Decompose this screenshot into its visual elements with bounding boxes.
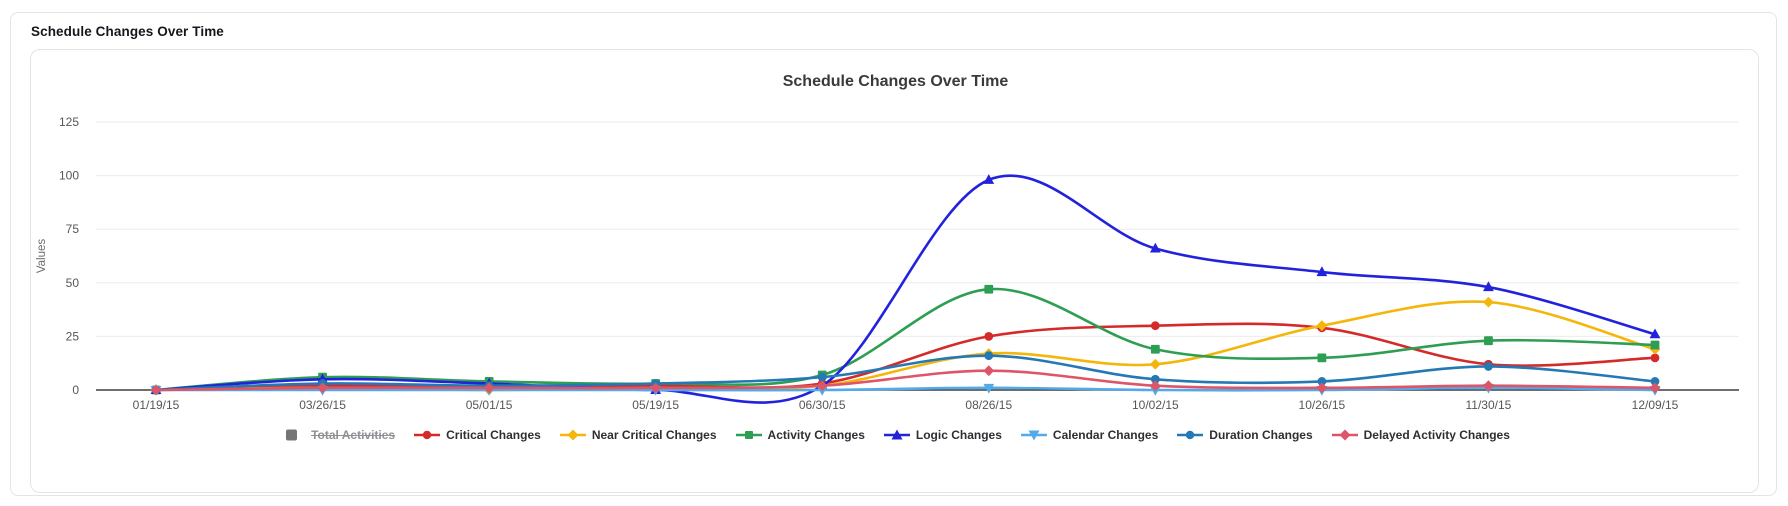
data-point-marker bbox=[1483, 380, 1494, 392]
chart-text: 06/30/15 bbox=[799, 398, 846, 412]
data-point-marker bbox=[1649, 328, 1661, 339]
data-point-marker bbox=[483, 382, 495, 394]
data-point-marker bbox=[983, 383, 995, 394]
series-line bbox=[154, 287, 1657, 392]
data-point-marker bbox=[1150, 321, 1160, 331]
legend-item-delayed-activity-changes[interactable]: Delayed Activity Changes bbox=[1331, 428, 1510, 442]
chart-text: 10/26/15 bbox=[1299, 398, 1346, 412]
legend-label: Logic Changes bbox=[915, 428, 1002, 442]
chart-text: 75 bbox=[66, 222, 80, 236]
chart-text: 25 bbox=[66, 329, 80, 343]
chart-text: 100 bbox=[59, 169, 79, 183]
legend-item-total-activities[interactable]: Total Activities bbox=[279, 428, 395, 442]
legend-item-duration-changes[interactable]: Duration Changes bbox=[1177, 428, 1313, 442]
data-point-marker bbox=[1317, 377, 1327, 386]
total-activities-legend-marker-icon bbox=[286, 429, 298, 441]
data-point-marker bbox=[1649, 382, 1661, 394]
chart-text: 50 bbox=[66, 276, 80, 290]
series-line bbox=[154, 174, 1657, 404]
legend-label: Critical Changes bbox=[446, 428, 541, 442]
data-point-marker bbox=[984, 332, 994, 341]
legend-label: Activity Changes bbox=[767, 428, 865, 442]
data-point-marker bbox=[1650, 340, 1660, 350]
schedule-changes-card: Schedule Changes Over Time 0 25 50 75 100 125… bbox=[10, 12, 1777, 496]
critical-changes-legend-marker-icon bbox=[414, 430, 441, 440]
calendar-changes-legend-marker-icon bbox=[1020, 430, 1047, 441]
chart-text: 11/30/15 bbox=[1466, 398, 1512, 412]
chart-text: 03/26/15 bbox=[299, 398, 346, 412]
card-header-title: Schedule Changes Over Time bbox=[31, 24, 224, 39]
logic-changes-legend-marker-icon bbox=[883, 429, 910, 440]
data-point-marker bbox=[1316, 266, 1328, 277]
chart-panel: 0 25 50 75 100 125 Schedule Changes Over Time V… bbox=[30, 49, 1759, 493]
chart-text: 05/01/15 bbox=[466, 398, 513, 412]
legend-item-calendar-changes[interactable]: Calendar Changes bbox=[1020, 428, 1159, 442]
data-point-marker bbox=[1484, 362, 1493, 371]
legend-label: Calendar Changes bbox=[1052, 428, 1159, 442]
series-line bbox=[154, 369, 1657, 392]
data-point-marker bbox=[1150, 344, 1160, 354]
data-point-marker bbox=[1316, 320, 1328, 332]
series-line bbox=[154, 386, 1657, 392]
chart-text: 10/02/15 bbox=[1132, 398, 1179, 412]
series-line bbox=[154, 354, 1657, 392]
legend-item-critical-changes[interactable]: Critical Changes bbox=[414, 428, 541, 442]
data-point-marker bbox=[1316, 382, 1328, 394]
data-point-marker bbox=[984, 351, 994, 361]
chart-text: 0 bbox=[72, 383, 79, 397]
chart-text: 12/09/15 bbox=[1632, 398, 1679, 412]
data-point-marker bbox=[317, 382, 328, 394]
legend-label: Total Activities bbox=[311, 428, 396, 442]
data-point-marker bbox=[1317, 353, 1327, 363]
data-point-marker bbox=[1149, 380, 1161, 392]
data-point-marker bbox=[1483, 296, 1494, 308]
data-point-marker bbox=[1150, 374, 1160, 384]
chart-legend: Total Activities Critical Changes Near Cri… bbox=[31, 428, 1758, 442]
legend-label: Duration Changes bbox=[1209, 428, 1313, 442]
line-chart[interactable]: 0 25 50 75 100 125 Schedule Changes Over Time V… bbox=[31, 50, 1759, 425]
chart-text: Schedule Changes Over Time bbox=[783, 73, 1009, 90]
chart-text: 08/26/15 bbox=[965, 398, 1012, 412]
chart-text: Values bbox=[36, 239, 48, 274]
chart-text: 125 bbox=[59, 115, 79, 129]
chart-text: 01/19/15 bbox=[133, 398, 180, 412]
data-point-marker bbox=[817, 372, 827, 382]
delayed-activity-changes-legend-marker-icon bbox=[1331, 429, 1358, 441]
data-point-marker bbox=[1149, 242, 1161, 253]
data-point-marker bbox=[1149, 358, 1161, 370]
legend-item-activity-changes[interactable]: Activity Changes bbox=[735, 428, 865, 442]
legend-item-near-critical-changes[interactable]: Near Critical Changes bbox=[559, 428, 717, 442]
data-point-marker bbox=[983, 174, 995, 184]
legend-label: Delayed Activity Changes bbox=[1363, 428, 1510, 442]
data-point-marker bbox=[1650, 377, 1660, 386]
data-point-marker bbox=[983, 365, 995, 377]
activity-changes-legend-marker-icon bbox=[735, 431, 762, 439]
data-point-marker bbox=[1650, 353, 1660, 363]
duration-changes-legend-marker-icon bbox=[1177, 430, 1204, 440]
data-point-marker bbox=[816, 380, 828, 392]
data-point-marker bbox=[1484, 336, 1493, 346]
legend-label: Near Critical Changes bbox=[591, 428, 717, 442]
legend-item-logic-changes[interactable]: Logic Changes bbox=[883, 428, 1002, 442]
near-critical-changes-legend-marker-icon bbox=[559, 429, 586, 441]
data-point-marker bbox=[650, 382, 662, 394]
data-point-marker bbox=[1483, 281, 1494, 292]
chart-text: 05/19/15 bbox=[632, 398, 679, 412]
data-point-marker bbox=[984, 284, 994, 294]
data-point-marker bbox=[150, 384, 162, 396]
